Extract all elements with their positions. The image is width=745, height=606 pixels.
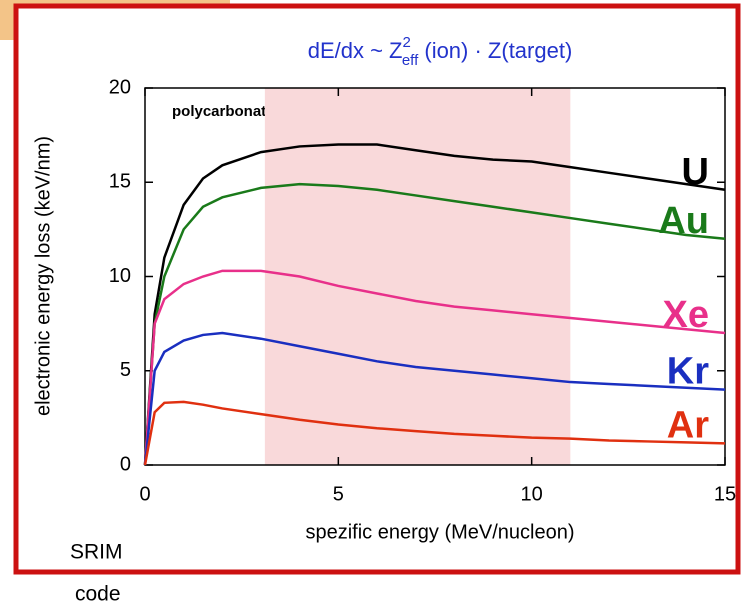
y-axis-label: electronic energy loss (keV/nm) xyxy=(32,136,54,416)
y-tick-label: 10 xyxy=(109,265,131,287)
series-label: U xyxy=(682,151,709,193)
series-label: Ar xyxy=(667,404,709,446)
x-tick-label: 15 xyxy=(714,483,736,505)
note-line: SRIM xyxy=(70,541,123,564)
chart: dE/dx ~ Z2eff (ion) · Z(target) polycarb… xyxy=(0,0,745,606)
y-tick-label: 5 xyxy=(120,359,131,381)
x-tick-label: 0 xyxy=(139,483,150,505)
series-label: Au xyxy=(658,200,709,242)
title-sub: eff xyxy=(402,52,419,69)
title-main: dE/dx ~ Z xyxy=(308,38,403,63)
y-tick-label: 20 xyxy=(109,76,131,98)
x-tick-label: 5 xyxy=(333,483,344,505)
title-rest: (ion) · Z(target) xyxy=(418,38,572,63)
series-label: Xe xyxy=(663,294,709,336)
highlight-band xyxy=(265,88,570,465)
annotation: polycarbonate xyxy=(172,103,275,120)
note-line: code xyxy=(75,583,121,606)
y-tick-label: 0 xyxy=(120,453,131,475)
x-tick-label: 10 xyxy=(521,483,543,505)
x-axis-label: spezific energy (MeV/nucleon) xyxy=(305,521,574,543)
y-tick-label: 15 xyxy=(109,171,131,193)
title-sup: 2 xyxy=(403,34,411,51)
series-label: Kr xyxy=(667,351,709,393)
